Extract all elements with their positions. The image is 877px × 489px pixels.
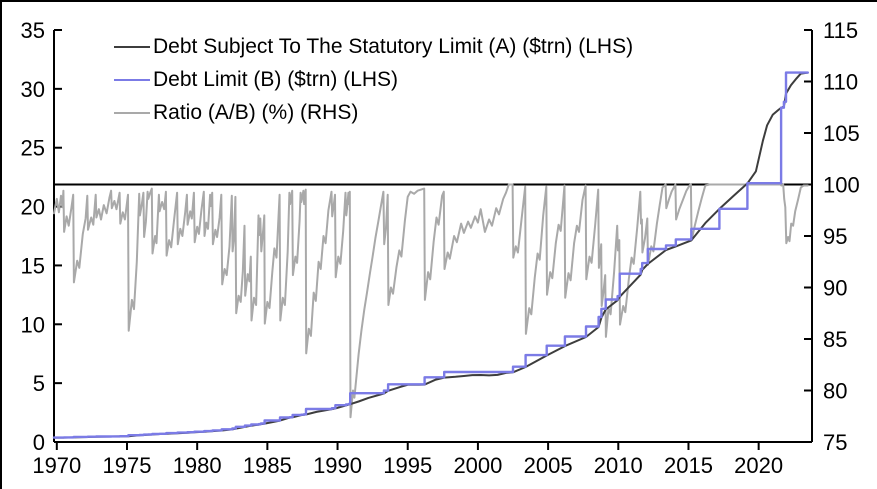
right-axis-tick-label: 105 bbox=[823, 121, 860, 146]
ratio-line-swatch bbox=[114, 111, 150, 114]
debt-line-swatch bbox=[114, 45, 150, 48]
legend-item-ratio: Ratio (A/B) (%) (RHS) bbox=[114, 96, 633, 129]
legend-label-debt: Debt Subject To The Statutory Limit (A) … bbox=[153, 35, 634, 58]
left-axis-tick-label: 35 bbox=[21, 18, 45, 43]
x-axis-tick-label: 1970 bbox=[32, 453, 81, 478]
debt-limit-line bbox=[52, 71, 809, 439]
left-axis-tick-label: 5 bbox=[33, 371, 45, 396]
right-axis-tick-label: 80 bbox=[823, 379, 847, 404]
right-axis-tick-label: 110 bbox=[823, 70, 858, 95]
right-axis-tick-label: 115 bbox=[823, 18, 858, 43]
x-axis-tick-label: 1995 bbox=[383, 453, 432, 478]
left-axis-tick-label: 10 bbox=[21, 312, 45, 337]
legend-label-ratio: Ratio (A/B) (%) (RHS) bbox=[153, 101, 359, 124]
left-axis-tick-label: 15 bbox=[21, 253, 45, 278]
debt-limit-line-swatch bbox=[114, 78, 150, 81]
x-axis-tick-label: 2000 bbox=[453, 453, 502, 478]
legend-item-debt: Debt Subject To The Statutory Limit (A) … bbox=[114, 30, 633, 63]
left-axis-tick-label: 20 bbox=[21, 195, 45, 220]
x-axis-ticks: 1970 1975 1980 1985 1990 1995 2000 2005 2010 2015… bbox=[32, 442, 783, 478]
ratio-line bbox=[53, 183, 809, 419]
left-axis-tick-label: 30 bbox=[21, 77, 45, 102]
x-axis-tick-label: 1980 bbox=[173, 453, 222, 478]
right-axis-tick-label: 90 bbox=[823, 276, 847, 301]
right-axis-tick-label: 75 bbox=[823, 430, 847, 455]
x-axis-tick-label: 1990 bbox=[313, 453, 362, 478]
legend-item-debt-limit: Debt Limit (B) ($trn) (LHS) bbox=[114, 63, 633, 96]
x-axis-tick-label: 2015 bbox=[664, 453, 713, 478]
x-axis-tick-label: 2020 bbox=[734, 453, 783, 478]
right-axis-tick-label: 95 bbox=[823, 224, 847, 249]
legend-label-debt-limit: Debt Limit (B) ($trn) (LHS) bbox=[153, 68, 399, 91]
x-axis-tick-label: 2005 bbox=[524, 453, 573, 478]
left-axis-tick-label: 0 bbox=[33, 430, 45, 455]
left-axis-ticks: 0 5 10 15 20 25 30 35 bbox=[21, 18, 62, 455]
chart-legend: Debt Subject To The Statutory Limit (A) … bbox=[114, 30, 633, 129]
x-axis-tick-label: 1975 bbox=[103, 453, 152, 478]
right-axis-tick-label: 100 bbox=[823, 173, 860, 198]
x-axis-tick-label: 1985 bbox=[243, 453, 292, 478]
right-axis-tick-label: 85 bbox=[823, 327, 847, 352]
left-axis-tick-label: 25 bbox=[21, 136, 45, 161]
x-axis-tick-label: 2010 bbox=[594, 453, 643, 478]
right-axis-ticks: 75 80 85 90 95 100 105 110 115 bbox=[804, 18, 860, 455]
